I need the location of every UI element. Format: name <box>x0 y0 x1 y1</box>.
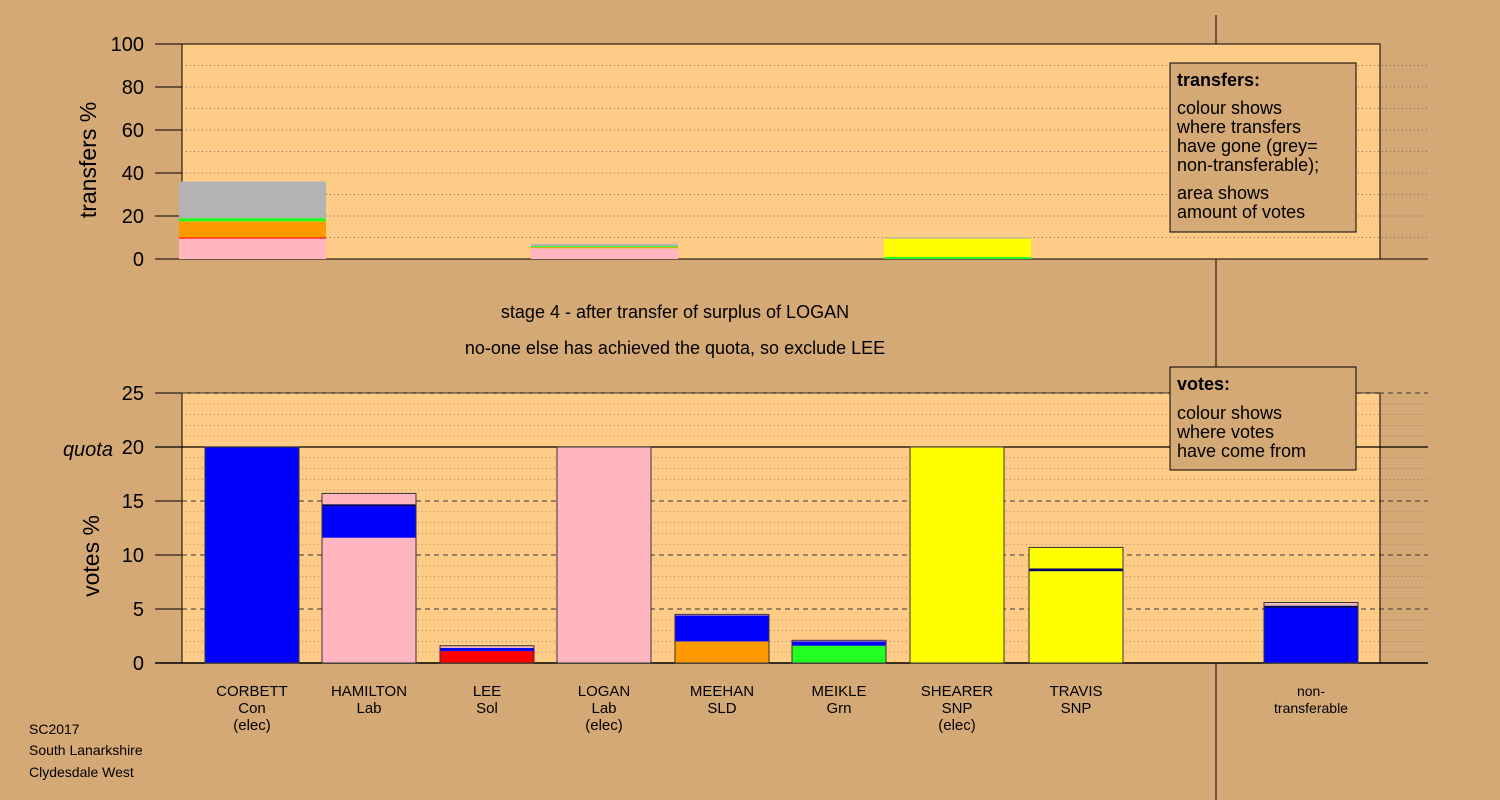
category-label: non-transferable <box>1274 683 1348 716</box>
footer-line: SC2017 <box>29 721 80 737</box>
transfers-legend-line: where transfers <box>1176 117 1301 137</box>
votes-bar-outline <box>439 645 535 664</box>
transfers-y-tick-label: 0 <box>133 249 144 271</box>
transfers-y-tick-label: 20 <box>122 206 144 228</box>
votes-bar-segment <box>792 645 886 663</box>
votes-y-tick-label: 10 <box>122 545 144 567</box>
votes-legend-line: colour shows <box>1177 403 1282 423</box>
footer-line: Clydesdale West <box>29 764 134 780</box>
votes-y-tick-label: 25 <box>122 383 144 405</box>
votes-bar-segment <box>1029 571 1123 663</box>
votes-bar-outline <box>674 613 770 664</box>
transfers-legend: transfers: colour shows where transfers … <box>1169 62 1357 233</box>
votes-bar <box>909 446 1005 664</box>
transfers-bar-segment <box>531 248 678 259</box>
votes-bar-outline <box>321 492 417 664</box>
stage-title: stage 4 - after transfer of surplus of L… <box>501 302 849 322</box>
votes-bar <box>1263 602 1359 664</box>
votes-bar-segment <box>792 641 886 646</box>
votes-bar-segment <box>322 504 416 507</box>
stage-subtitle: no-one else has achieved the quota, so e… <box>465 338 885 358</box>
votes-bar-segment <box>1264 604 1358 606</box>
quota-label: quota <box>63 439 113 461</box>
votes-bar-segment <box>322 493 416 505</box>
transfers-bar-segment <box>531 243 678 247</box>
votes-legend-line: where votes <box>1176 422 1274 442</box>
votes-bar-segment <box>675 615 769 642</box>
votes-bar-outline <box>1263 602 1359 664</box>
votes-bar-outline <box>556 446 652 664</box>
votes-bar-outline <box>1028 546 1124 664</box>
votes-bar <box>321 492 417 664</box>
transfers-bar-segment <box>884 237 1031 239</box>
votes-y-tick-label: 15 <box>122 491 144 513</box>
category-label: LEE Sol <box>473 683 501 717</box>
transfers-legend-line: area shows <box>1177 183 1269 203</box>
category-label: TRAVIS SNP <box>1049 683 1102 717</box>
transfers-bar-segment <box>884 238 1031 257</box>
transfers-y-tick-label: 40 <box>122 163 144 185</box>
transfers-legend-line: non-transferable); <box>1177 155 1319 175</box>
votes-bar-outline <box>791 639 887 664</box>
transfers-legend-line: amount of votes <box>1177 202 1305 222</box>
category-label: LOGAN Lab (elec) <box>578 683 631 734</box>
votes-bar-outline <box>204 446 300 664</box>
votes-bar-segment <box>440 647 534 652</box>
votes-bar-segment <box>1029 547 1123 569</box>
votes-bar-outline <box>909 446 1005 664</box>
votes-bar-segment <box>440 651 534 663</box>
transfers-bar-segment <box>179 181 326 219</box>
votes-bar-segment <box>792 640 886 642</box>
votes-bar <box>1028 546 1124 664</box>
category-label: SHEARER SNP (elec) <box>921 683 994 734</box>
transfers-bar-segment <box>179 238 326 259</box>
transfers-bar-segment <box>179 237 326 239</box>
votes-bar <box>674 613 770 664</box>
votes-bar <box>204 446 300 664</box>
transfers-bar-segment <box>179 218 326 222</box>
votes-bar-segment <box>1264 602 1358 605</box>
transfers-bar-segment <box>884 256 1031 259</box>
transfers-y-tick-label: 80 <box>122 77 144 99</box>
votes-bar-segment <box>205 447 299 663</box>
votes-bar <box>791 639 887 664</box>
votes-bar <box>556 446 652 664</box>
votes-bar <box>439 645 535 664</box>
votes-bar-segment <box>322 506 416 538</box>
votes-bar-segment <box>1264 605 1358 608</box>
votes-bar-segment <box>675 614 769 616</box>
footer-line: South Lanarkshire <box>29 742 143 758</box>
votes-bar-segment <box>1264 607 1358 663</box>
votes-y-axis-label: votes % <box>78 515 104 597</box>
votes-y-tick-label: 5 <box>133 599 144 621</box>
votes-y-tick-label: 0 <box>133 653 144 675</box>
transfers-y-tick-label: 100 <box>111 34 144 56</box>
transfers-bar-segment <box>531 246 678 248</box>
transfers-bar-segment <box>531 247 678 249</box>
votes-bar-segment <box>322 537 416 663</box>
category-label: MEEHAN SLD <box>690 683 754 717</box>
votes-bar-segment <box>440 645 534 648</box>
votes-legend-title: votes: <box>1177 374 1230 394</box>
votes-bar-segment <box>557 447 651 663</box>
transfers-bar-segment <box>179 221 326 238</box>
votes-bar-segment <box>675 641 769 663</box>
transfers-legend-title: transfers: <box>1177 70 1260 90</box>
transfers-legend-line: colour shows <box>1177 98 1282 118</box>
votes-bar-segment <box>1029 568 1123 572</box>
votes-legend: votes: colour shows where votes have com… <box>1169 366 1357 471</box>
transfers-y-tick-label: 60 <box>122 120 144 142</box>
category-label: CORBETT Con (elec) <box>216 683 288 734</box>
category-label: MEIKLE Grn <box>811 683 866 717</box>
transfers-legend-line: have gone (grey= <box>1177 136 1318 156</box>
votes-bar-segment <box>910 447 1004 663</box>
votes-y-tick-label: 20 <box>122 437 144 459</box>
category-label: HAMILTON Lab <box>331 683 407 717</box>
votes-legend-line: have come from <box>1177 441 1306 461</box>
transfers-y-axis-label: transfers % <box>75 102 101 218</box>
